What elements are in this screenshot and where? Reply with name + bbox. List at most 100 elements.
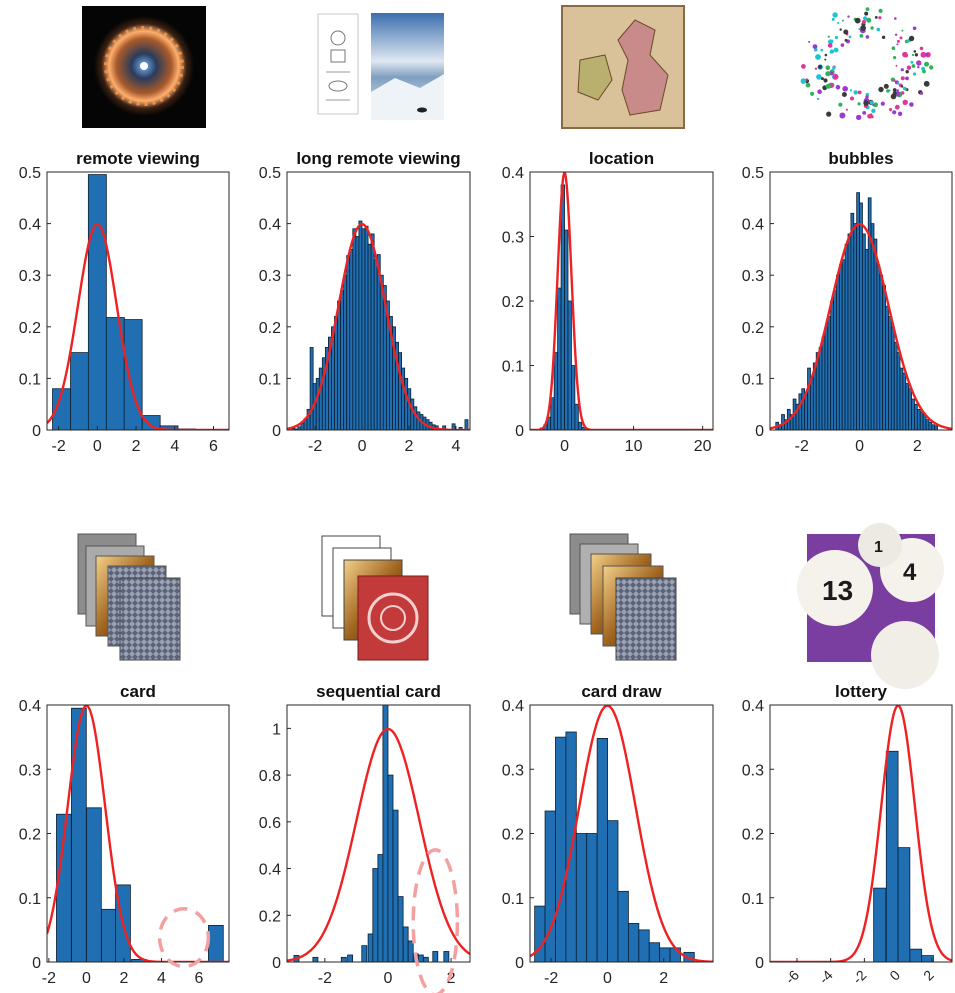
thumbnail-dot — [832, 73, 839, 80]
y-tick-label: 0.4 — [19, 217, 41, 234]
histogram-bar — [836, 274, 840, 430]
histogram-bar — [574, 403, 579, 430]
histogram-bar — [567, 300, 572, 430]
thumbnail-dot — [897, 111, 903, 117]
thumbnail-dot — [909, 102, 914, 107]
histogram-bar — [905, 383, 910, 430]
histogram-bar — [443, 951, 450, 962]
x-tick-label: -2 — [318, 970, 332, 987]
svg-text:4: 4 — [903, 559, 917, 586]
histogram-bar — [346, 255, 351, 430]
histogram-panel: sequential card 0 0.2 0.4 0.6 0.8 1 -2 0 2 — [259, 682, 471, 993]
histogram-bar — [841, 259, 846, 430]
histogram-bar — [607, 820, 619, 962]
normal-density-curve — [47, 705, 229, 962]
panel-title: sequential card — [316, 682, 441, 701]
thumbnail-dot — [905, 70, 909, 74]
y-tick-label: 0.5 — [19, 165, 41, 182]
thumbnail-dot — [823, 78, 828, 83]
histogram-bar — [876, 264, 881, 430]
nebula-thumbnail — [82, 6, 206, 128]
thumbnail-dot — [886, 89, 890, 93]
y-tick-label: 0.3 — [742, 762, 764, 779]
svg-text:13: 13 — [822, 575, 853, 606]
thumbnail-dot — [900, 76, 905, 81]
thumbnail-dot — [905, 76, 909, 81]
thumbnail-dot — [861, 19, 867, 25]
thumbnail-dot — [818, 64, 823, 69]
histogram-bar — [208, 924, 224, 962]
histogram-bar — [557, 287, 562, 430]
thumbnail-dot — [867, 114, 872, 119]
histogram-bar — [821, 336, 826, 430]
thumbnail-dot — [924, 61, 929, 67]
histogram-bar — [669, 947, 681, 962]
panel-title: remote viewing — [76, 149, 200, 168]
y-tick-label: 0.4 — [742, 217, 764, 234]
thumbnail-dot — [929, 65, 934, 70]
panel-title: bubbles — [828, 149, 893, 168]
thumbnail-dot — [839, 28, 842, 31]
y-tick-label: 0.1 — [742, 891, 764, 908]
normal-density-curve — [287, 727, 470, 962]
thumbnail-dot — [831, 39, 834, 42]
y-tick-label: 0.1 — [502, 891, 524, 908]
x-tick-label: 2 — [132, 438, 141, 455]
y-tick-label: 0.4 — [19, 698, 41, 715]
thumbnail-dot — [845, 108, 849, 111]
thumbnail-dot — [833, 47, 839, 53]
y-tick-label: 0.1 — [19, 891, 41, 908]
histogram-bar — [890, 326, 895, 430]
histogram-bar — [833, 290, 837, 430]
x-tick-label: 0 — [603, 970, 612, 987]
histogram-panel: card draw 0 0.1 0.2 0.3 0.4 -2 0 2 — [502, 682, 714, 987]
thumbnail-dot — [831, 17, 835, 21]
histogram-bar — [432, 951, 439, 962]
panel-title: long remote viewing — [296, 149, 460, 168]
normal-density-curve — [770, 705, 952, 962]
thumbnail-dot — [872, 104, 875, 107]
y-tick-label: 0.5 — [742, 165, 764, 182]
thumbnail-dot — [912, 26, 917, 31]
histogram-bar — [300, 422, 305, 430]
x-tick-label: 2 — [913, 438, 922, 455]
y-tick-label: 0.2 — [19, 827, 41, 844]
y-tick-label: 0 — [755, 955, 764, 972]
histogram-bar — [358, 220, 363, 430]
histogram-bar — [798, 393, 803, 430]
histogram-bar — [827, 316, 832, 430]
thumbnail-dot — [854, 17, 861, 24]
histogram-bar — [888, 316, 892, 430]
histogram-bar — [422, 956, 429, 962]
thumbnail-dot — [816, 97, 820, 101]
histogram-bar — [398, 352, 403, 430]
y-tick-label: 0.2 — [502, 294, 524, 311]
histogram-bar — [413, 406, 418, 430]
histogram-bar — [899, 367, 904, 430]
histogram-bar — [373, 259, 378, 430]
thumbnail-dot — [824, 58, 827, 61]
x-tick-label: -2 — [51, 438, 65, 455]
y-tick-label: 0.4 — [502, 698, 524, 715]
y-tick-label: 0.1 — [742, 371, 764, 388]
thumbnail-dot — [805, 82, 811, 88]
y-tick-label: 0.3 — [502, 762, 524, 779]
thumbnail-dot — [881, 35, 886, 39]
x-tick-label: -6 — [782, 967, 802, 987]
histogram-bar — [340, 956, 347, 962]
histogram-bar — [922, 414, 927, 430]
x-tick-label: 10 — [625, 438, 643, 455]
thumbnail-dot — [896, 89, 899, 92]
panel-title: location — [589, 149, 654, 168]
x-tick-label: -2 — [42, 970, 56, 987]
thumbnail-dot — [892, 110, 897, 115]
thumbnail-dot — [900, 91, 905, 95]
histogram-bar — [361, 228, 366, 430]
thumbnail-dot — [805, 78, 808, 81]
histogram-bar — [343, 274, 348, 430]
histogram-bar — [355, 236, 360, 430]
thumbnail-dot — [914, 53, 919, 57]
histogram-panel: bubbles 0 0.1 0.2 0.3 0.4 0.5 -2 0 2 — [742, 149, 953, 455]
